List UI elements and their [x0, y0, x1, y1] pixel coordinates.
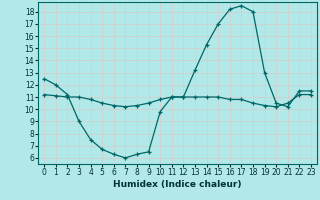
X-axis label: Humidex (Indice chaleur): Humidex (Indice chaleur)	[113, 180, 242, 189]
